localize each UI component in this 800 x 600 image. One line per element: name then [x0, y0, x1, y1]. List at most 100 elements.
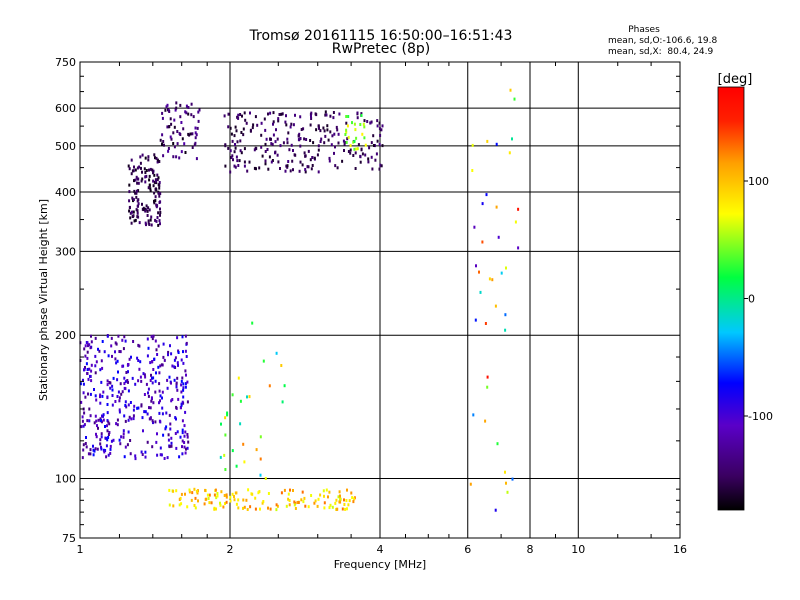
- echo-point: [153, 199, 155, 203]
- echo-point: [237, 506, 240, 510]
- echo-point: [156, 216, 159, 219]
- echo-point: [302, 500, 305, 504]
- echo-point: [150, 215, 153, 219]
- echo-point: [381, 124, 384, 128]
- echo-point: [333, 132, 336, 136]
- echo-point: [123, 455, 126, 459]
- echo-point: [120, 435, 123, 439]
- echo-point: [233, 134, 236, 138]
- echo-point: [225, 493, 228, 497]
- echo-point: [327, 495, 329, 499]
- echo-point: [240, 151, 243, 155]
- echo-point: [356, 116, 359, 120]
- echo-point: [484, 419, 487, 423]
- echo-point: [352, 140, 355, 144]
- echo-point: [354, 128, 357, 132]
- echo-point: [146, 354, 149, 358]
- echo-point: [197, 499, 199, 503]
- echo-point: [292, 149, 294, 152]
- echo-point: [175, 106, 178, 110]
- echo-point: [197, 489, 199, 493]
- echo-point: [121, 338, 124, 342]
- echo-point: [133, 404, 136, 408]
- echo-point: [237, 164, 240, 167]
- echo-point: [168, 110, 171, 113]
- echo-point: [153, 173, 156, 177]
- echo-point: [176, 376, 179, 380]
- echo-point: [187, 440, 190, 444]
- echo-point: [128, 209, 131, 213]
- echo-point: [280, 112, 283, 116]
- echo-point: [511, 137, 513, 141]
- echo-point: [158, 194, 161, 198]
- echo-point: [138, 221, 141, 225]
- echo-point: [144, 175, 147, 179]
- echo-point: [484, 322, 487, 325]
- echo-point: [226, 411, 229, 415]
- echo-point: [249, 111, 251, 115]
- echo-point: [141, 202, 143, 206]
- echo-point: [328, 159, 331, 163]
- echo-point: [360, 114, 363, 117]
- echo-point: [343, 149, 345, 152]
- echo-point: [183, 142, 186, 146]
- echo-point: [329, 503, 332, 507]
- echo-point: [262, 359, 265, 363]
- echo-point: [284, 169, 287, 173]
- echo-point: [276, 504, 279, 508]
- echo-point: [370, 141, 373, 145]
- echo-point: [144, 209, 147, 213]
- echo-point: [494, 508, 497, 512]
- echo-point: [303, 151, 306, 155]
- echo-point: [145, 382, 148, 386]
- echo-point: [133, 219, 136, 223]
- echo-point: [140, 379, 143, 383]
- echo-point: [129, 211, 132, 215]
- echo-point: [103, 450, 106, 454]
- echo-point: [170, 352, 173, 356]
- echo-point: [184, 369, 187, 373]
- echo-point: [137, 343, 140, 347]
- echo-point: [185, 373, 187, 377]
- echo-point: [259, 457, 262, 461]
- x-tick-label: 8: [527, 543, 534, 556]
- echo-point: [184, 492, 186, 496]
- echo-point: [131, 196, 134, 200]
- echo-point: [353, 497, 356, 501]
- echo-point: [242, 133, 245, 137]
- echo-point: [293, 503, 296, 507]
- echo-point: [504, 470, 506, 474]
- echo-point: [255, 448, 258, 452]
- echo-point: [343, 142, 346, 146]
- echo-point: [85, 445, 88, 449]
- echo-point: [272, 133, 275, 137]
- echo-point: [99, 395, 101, 399]
- echo-point: [109, 381, 112, 385]
- echo-point: [184, 151, 187, 154]
- echo-point: [131, 376, 134, 380]
- echo-point: [195, 489, 198, 493]
- echo-point: [93, 421, 96, 425]
- echo-point: [188, 488, 191, 492]
- echo-point: [154, 156, 156, 160]
- echo-point: [152, 401, 155, 405]
- echo-point: [183, 434, 186, 438]
- echo-point: [338, 112, 341, 116]
- echo-point: [170, 381, 172, 385]
- echo-point: [317, 126, 320, 130]
- echo-point: [154, 179, 157, 183]
- echo-point: [158, 382, 161, 386]
- echo-point: [203, 502, 206, 506]
- echo-point: [181, 431, 184, 435]
- echo-point: [136, 215, 139, 219]
- echo-point: [136, 181, 139, 185]
- echo-point: [88, 419, 91, 423]
- echo-point: [231, 393, 234, 397]
- echo-point: [80, 425, 83, 429]
- echo-point: [105, 444, 108, 448]
- echo-point: [98, 349, 101, 353]
- echo-point: [509, 88, 512, 92]
- echo-point: [288, 503, 291, 507]
- echo-point: [133, 165, 135, 169]
- echo-point: [328, 506, 331, 510]
